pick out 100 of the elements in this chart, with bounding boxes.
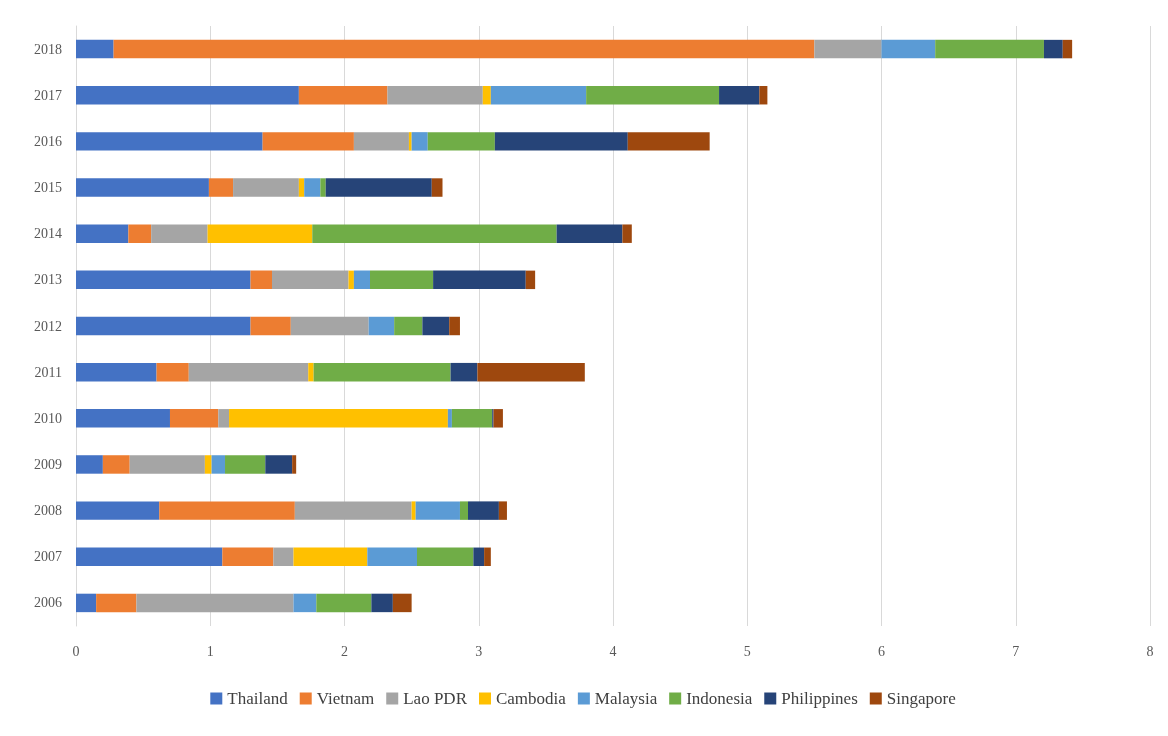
legend-label: Thailand — [227, 689, 289, 708]
bar — [325, 178, 432, 197]
bar — [250, 316, 291, 336]
x-tick-label: 4 — [609, 643, 617, 659]
bar — [447, 409, 452, 428]
x-tick-label: 6 — [878, 643, 885, 659]
bar — [394, 316, 423, 336]
bar — [484, 547, 491, 566]
bar — [76, 547, 223, 566]
legend-label: Singapore — [886, 689, 956, 708]
x-tick-label: 3 — [475, 643, 483, 659]
y-tick-label: 2018 — [34, 41, 62, 57]
bar — [450, 362, 478, 382]
bar — [308, 362, 314, 382]
bar — [586, 86, 720, 105]
bar — [881, 39, 936, 59]
y-tick-label: 2008 — [34, 503, 62, 519]
bar — [76, 39, 114, 59]
bar — [294, 501, 412, 520]
bar — [159, 501, 295, 520]
x-tick-label: 0 — [72, 643, 80, 659]
bar — [76, 316, 251, 336]
bar — [494, 132, 628, 151]
y-tick-label: 2016 — [34, 133, 62, 149]
bar — [627, 132, 710, 151]
bar — [449, 316, 460, 336]
bar — [392, 593, 412, 613]
bar — [422, 316, 450, 336]
bar — [411, 132, 428, 151]
x-tick-label: 7 — [1012, 643, 1020, 659]
bar — [371, 593, 393, 613]
y-tick-label: 2007 — [34, 549, 62, 565]
bar — [233, 178, 299, 197]
bar — [293, 547, 368, 566]
bar — [353, 270, 371, 290]
bar — [431, 178, 443, 197]
bar — [229, 409, 448, 428]
y-tick-label: 2006 — [34, 595, 62, 611]
y-tick-label: 2014 — [34, 226, 62, 242]
bar — [218, 409, 230, 428]
bar — [76, 409, 170, 428]
bar — [113, 39, 815, 59]
bar — [290, 316, 369, 336]
bar — [293, 593, 317, 613]
bar — [814, 39, 882, 59]
bar — [292, 455, 297, 474]
y-tick-label: 2015 — [34, 180, 62, 196]
bar — [304, 178, 321, 197]
bar — [76, 501, 160, 520]
bar — [312, 224, 557, 243]
y-tick-label: 2010 — [34, 410, 62, 426]
bar — [525, 270, 536, 290]
bar — [415, 501, 460, 520]
bar — [76, 132, 263, 151]
y-tick-label: 2011 — [34, 364, 62, 380]
bar — [622, 224, 632, 243]
bar — [490, 86, 587, 105]
bar — [353, 132, 409, 151]
bar — [273, 547, 294, 566]
bar — [433, 270, 526, 290]
x-tick-label: 5 — [743, 643, 751, 659]
legend-label: Philippines — [781, 689, 858, 708]
bar — [207, 224, 313, 243]
bar — [204, 455, 212, 474]
bar — [262, 132, 354, 151]
bar — [76, 178, 209, 197]
legend-label: Lao PDR — [403, 689, 468, 708]
bar — [151, 224, 208, 243]
bar — [188, 362, 309, 382]
bar — [1043, 39, 1063, 59]
bar — [320, 178, 326, 197]
bar — [76, 86, 299, 105]
legend-label: Indonesia — [686, 689, 753, 708]
bar — [477, 362, 585, 382]
legend-label: Malaysia — [594, 689, 658, 708]
bar — [348, 270, 354, 290]
bar — [493, 409, 503, 428]
bar — [556, 224, 623, 243]
bar — [156, 362, 189, 382]
bar — [102, 455, 130, 474]
x-tick-label: 1 — [206, 643, 214, 659]
bar — [387, 86, 483, 105]
bar — [96, 593, 137, 613]
bar — [298, 178, 305, 197]
bar — [482, 86, 491, 105]
bar — [1062, 39, 1073, 59]
bar — [169, 409, 219, 428]
bar — [225, 455, 266, 474]
y-tick-label: 2017 — [34, 87, 62, 103]
bar — [76, 455, 103, 474]
bar — [265, 455, 293, 474]
bar — [222, 547, 274, 566]
bar — [76, 593, 97, 613]
bar — [316, 593, 372, 613]
bar — [129, 455, 205, 474]
bar — [411, 501, 416, 520]
bar — [128, 224, 152, 243]
y-tick-label: 2009 — [34, 456, 62, 472]
bar — [468, 501, 499, 520]
bar — [759, 86, 768, 105]
